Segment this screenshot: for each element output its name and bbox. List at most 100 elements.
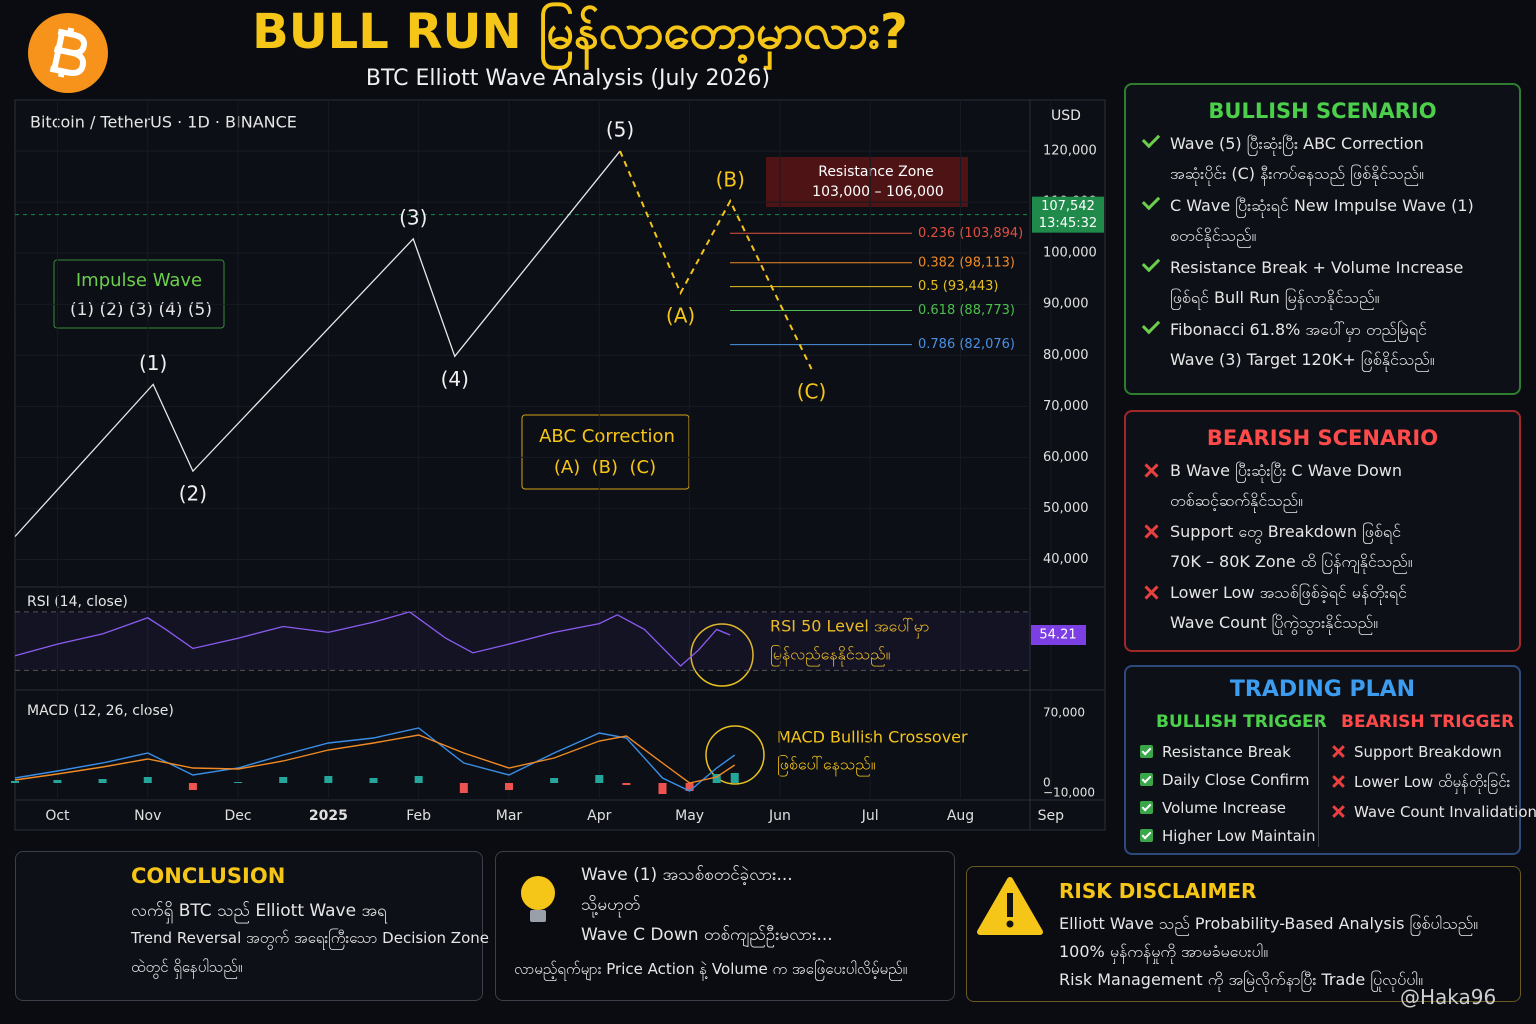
bulb-icon xyxy=(521,876,555,910)
y-tick-label: 50,000 xyxy=(1043,501,1089,516)
macd-histogram-bar xyxy=(143,777,152,783)
macd-histogram-bar xyxy=(712,774,721,783)
scenario-line: Wave (5) ပြီးဆုံးပြီး ABC Correction xyxy=(1140,129,1424,159)
x-tick-label: Apr xyxy=(587,808,611,824)
rsi-note: RSI 50 Level အပေါ်မှာ xyxy=(770,617,929,639)
icon xyxy=(1140,745,1153,758)
trigger-item: Lower Low ထိမှန်တိုးခြင်း xyxy=(1332,769,1510,795)
watermark: @Haka96 xyxy=(1400,985,1497,1009)
scenario-line: စတင်နိုင်သည်။ xyxy=(1170,226,1257,245)
icon xyxy=(1332,805,1345,818)
trigger-item: Support Breakdown xyxy=(1332,739,1502,765)
bulb-base xyxy=(530,910,546,922)
macd-signal-line xyxy=(14,734,736,784)
icon xyxy=(1141,129,1161,149)
x-tick-label: Oct xyxy=(45,808,70,824)
macd-tick-label: 70,000 xyxy=(1043,706,1085,720)
price-time: 13:45:32 xyxy=(1039,216,1097,231)
wave-line xyxy=(619,150,813,370)
price-label: 107,542 xyxy=(1041,199,1095,214)
macd-histogram-bar xyxy=(414,776,423,783)
divider xyxy=(1318,717,1319,847)
trigger-title: BEARISH TRIGGER xyxy=(1341,712,1515,732)
trigger-item: Volume Increase xyxy=(1140,795,1286,821)
x-tick-label: Feb xyxy=(406,808,431,824)
rsi-highlight xyxy=(690,623,754,687)
scenario-line: အဆုံးပိုင်း (C) နီးကပ်နေသည် ဖြစ်နိုင်သည်… xyxy=(1170,164,1424,183)
icon xyxy=(1144,524,1158,538)
macd-tick-label: −10,000 xyxy=(1043,786,1095,800)
x-tick-label: Jul xyxy=(861,808,879,824)
bitcoin-symbol xyxy=(49,27,88,78)
icon xyxy=(1144,463,1158,477)
macd-note: MACD Bullish Crossover xyxy=(777,728,968,747)
macd-histogram-bar xyxy=(550,778,559,783)
macd-histogram-bar xyxy=(504,783,513,790)
macd-tick-label: 0 xyxy=(1043,776,1051,790)
y-tick-label: 40,000 xyxy=(1043,552,1089,567)
x-tick-label: Dec xyxy=(225,808,252,824)
macd-histogram-bar xyxy=(622,783,631,785)
scenario-line: Wave (3) Target 120K+ ဖြစ်နိုင်သည်။ xyxy=(1170,350,1435,369)
wave-label: (B) xyxy=(716,168,745,192)
outlook-line: လာမည့်ရက်များ Price Action နဲ့ Volume က … xyxy=(514,960,908,978)
trigger-item: Wave Count Invalidation xyxy=(1332,799,1536,825)
risk-line: Elliott Wave သည် Probability-Based Analy… xyxy=(1059,914,1479,933)
conclusion-line: လက်ရှိ BTC သည် Elliott Wave အရ xyxy=(131,901,387,921)
outlook-line: သို့မဟုတ် xyxy=(581,895,641,915)
y-tick-label: 100,000 xyxy=(1043,246,1097,261)
abc-waves: (A) (B) (C) xyxy=(554,457,656,478)
scenario-line: တစ်ဆင့်ဆက်နိုင်သည်။ xyxy=(1170,491,1303,510)
macd-histogram-bar xyxy=(279,777,288,783)
wave-label: (1) xyxy=(139,351,167,375)
macd-histogram-bar xyxy=(188,783,197,790)
wave-label: (2) xyxy=(179,482,207,506)
fib-label: 0.786 (82,076) xyxy=(918,337,1015,352)
conclusion-panel: CONCLUSION လက်ရှိ BTC သည် Elliott Wave အရ… xyxy=(15,851,489,1001)
trigger-title: BULLISH TRIGGER xyxy=(1156,712,1327,732)
icon xyxy=(1332,775,1345,788)
scenario-line: ဖြစ်ရင် Bull Run မြန်လာနိုင်သည်။ xyxy=(1170,288,1380,307)
macd-histogram-bar xyxy=(658,783,667,794)
abc-title: ABC Correction xyxy=(539,426,675,447)
rsi-value-box xyxy=(1031,625,1086,646)
scenario-line: C Wave ပြီးဆုံးရင် New Impulse Wave (1) xyxy=(1140,191,1474,221)
wave-label: (4) xyxy=(441,367,469,391)
resistance-title: Resistance Zone xyxy=(818,164,934,180)
symbol: Bitcoin / TetherUS · 1D · BINANCE xyxy=(30,113,297,132)
outlook-line: Wave (1) အသစ်စတင်ခဲ့လား... xyxy=(581,865,793,885)
icon xyxy=(1141,315,1161,335)
x-tick-label: Sep xyxy=(1038,808,1065,824)
scenario-line: Fibonacci 61.8% အပေါ်မှာ တည်မြဲရင် xyxy=(1140,315,1427,345)
macd-macd-line xyxy=(14,727,736,792)
wave-line xyxy=(14,150,621,537)
scenario-line: Wave Count ပြိုကွဲသွားနိုင်သည်။ xyxy=(1170,613,1379,632)
risk-title: RISK DISCLAIMER xyxy=(1059,879,1257,903)
x-tick-label: 2025 xyxy=(309,808,348,824)
fib-label: 0.382 (98,113) xyxy=(918,255,1015,270)
fib-label: 0.5 (93,443) xyxy=(918,279,998,294)
abc-box xyxy=(521,414,690,490)
outlook-panel: Wave (1) အသစ်စတင်ခဲ့လား... သို့မဟုတ် Wave … xyxy=(495,851,955,1001)
x-tick-label: Aug xyxy=(947,808,974,824)
panel-title: BULLISH SCENARIO xyxy=(1208,99,1437,123)
y-tick-label: 120,000 xyxy=(1043,144,1097,159)
panel-title: BEARISH SCENARIO xyxy=(1206,426,1439,450)
scenario-line: Lower Low အသစ်ဖြစ်ခဲ့ရင် မန်တိုးရင် xyxy=(1140,578,1407,608)
wave-label: (5) xyxy=(606,118,634,142)
icon xyxy=(1141,191,1161,211)
macd-histogram-bar xyxy=(234,782,243,783)
trigger-item: Daily Close Confirm xyxy=(1140,767,1309,793)
macd-note: ဖြစ်ပေါ်နေသည်။ xyxy=(777,755,876,777)
scenario-line: B Wave ပြီးဆုံးပြီး C Wave Down xyxy=(1140,456,1402,486)
rsi-label: RSI (14, close) xyxy=(27,594,128,610)
x-tick-label: Jun xyxy=(768,808,791,824)
title: BULL RUN မြန်လာတော့မှာလား? xyxy=(252,1,908,71)
macd-histogram-bar xyxy=(98,779,107,783)
bullish-panel: BULLISH SCENARIO Wave (5) ပြီးဆုံးပြီး AB… xyxy=(1124,83,1521,395)
x-tick-label: Mar xyxy=(496,808,523,824)
chart-frame xyxy=(14,99,1106,831)
macd-histogram-bar xyxy=(11,781,19,783)
y-tick-label: 70,000 xyxy=(1043,399,1089,414)
macd-histogram-bar xyxy=(595,775,604,783)
